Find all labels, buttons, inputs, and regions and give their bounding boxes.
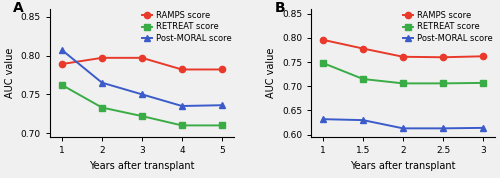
X-axis label: Years after transplant: Years after transplant — [89, 161, 194, 171]
Post-MORAL score — [139, 93, 145, 95]
Post-MORAL score — [320, 118, 326, 120]
RETREAT score — [400, 82, 406, 84]
Y-axis label: AUC value: AUC value — [266, 48, 276, 98]
RAMPS score — [59, 63, 65, 65]
Legend: RAMPS score, RETREAT score, Post-MORAL score: RAMPS score, RETREAT score, Post-MORAL s… — [402, 11, 494, 43]
RETREAT score — [480, 82, 486, 84]
RETREAT score — [179, 124, 185, 127]
Post-MORAL score — [99, 82, 105, 84]
RAMPS score — [219, 68, 225, 70]
RAMPS score — [360, 48, 366, 50]
Text: B: B — [274, 1, 285, 15]
Line: Post-MORAL score: Post-MORAL score — [59, 47, 225, 109]
X-axis label: Years after transplant: Years after transplant — [350, 161, 456, 171]
RETREAT score — [360, 78, 366, 80]
RETREAT score — [219, 124, 225, 127]
Legend: RAMPS score, RETREAT score, Post-MORAL score: RAMPS score, RETREAT score, Post-MORAL s… — [142, 11, 232, 43]
RETREAT score — [99, 106, 105, 109]
Line: RETREAT score: RETREAT score — [320, 60, 486, 87]
Y-axis label: AUC value: AUC value — [6, 48, 16, 98]
RAMPS score — [480, 55, 486, 57]
Post-MORAL score — [480, 127, 486, 129]
RAMPS score — [139, 57, 145, 59]
RETREAT score — [59, 84, 65, 86]
RAMPS score — [99, 57, 105, 59]
Line: Post-MORAL score: Post-MORAL score — [320, 116, 486, 132]
RAMPS score — [179, 68, 185, 70]
Line: RETREAT score: RETREAT score — [59, 82, 225, 129]
Line: RAMPS score: RAMPS score — [320, 37, 486, 60]
Post-MORAL score — [400, 127, 406, 129]
RETREAT score — [320, 62, 326, 64]
Text: A: A — [13, 1, 24, 15]
Line: RAMPS score: RAMPS score — [59, 55, 225, 73]
Post-MORAL score — [440, 127, 446, 129]
Post-MORAL score — [360, 119, 366, 121]
RETREAT score — [139, 115, 145, 117]
Post-MORAL score — [219, 104, 225, 106]
RAMPS score — [400, 56, 406, 58]
Post-MORAL score — [179, 105, 185, 107]
RAMPS score — [440, 56, 446, 58]
RETREAT score — [440, 82, 446, 84]
Post-MORAL score — [59, 49, 65, 51]
RAMPS score — [320, 39, 326, 41]
